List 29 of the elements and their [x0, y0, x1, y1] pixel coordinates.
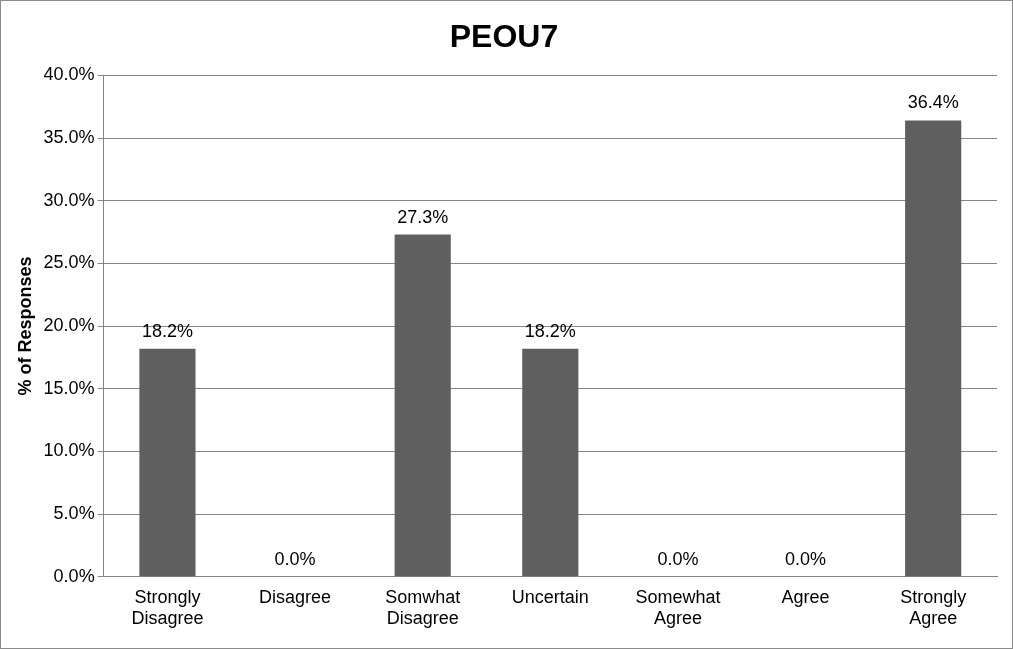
data-label: 0.0%	[274, 548, 316, 569]
y-axis-title: % of Responses	[14, 256, 35, 396]
x-tick-label: Agree	[781, 586, 830, 607]
x-tick-label: Somewhat Agree	[635, 586, 721, 629]
data-label: 0.0%	[785, 548, 827, 569]
data-label: 18.2%	[524, 320, 576, 341]
x-tick-label: Strongly Disagree	[131, 586, 204, 629]
y-tick-label: 40.0%	[43, 64, 95, 85]
y-tick-label: 20.0%	[43, 315, 95, 336]
y-tick-label: 15.0%	[43, 377, 95, 398]
x-tick-label: Strongly Agree	[900, 586, 967, 629]
y-tick-label: 35.0%	[43, 127, 95, 148]
x-tick-label: Uncertain	[511, 586, 589, 607]
bar	[905, 120, 962, 577]
data-label: 0.0%	[657, 548, 699, 569]
x-tick-label: Somwhat Disagree	[385, 586, 461, 629]
bar	[394, 234, 451, 577]
data-label: 18.2%	[141, 320, 193, 341]
y-tick-label: 30.0%	[43, 189, 95, 210]
y-tick-label: 10.0%	[43, 440, 95, 461]
bar	[522, 348, 579, 577]
chart-title: PEOU7	[449, 18, 559, 55]
data-label: 27.3%	[397, 206, 449, 227]
data-label: 36.4%	[907, 92, 959, 113]
y-tick-label: 5.0%	[53, 503, 95, 524]
x-tick-label: Disagree	[259, 586, 332, 607]
bar	[139, 348, 196, 577]
y-tick-label: 25.0%	[43, 252, 95, 273]
y-tick-label: 0.0%	[53, 565, 95, 586]
